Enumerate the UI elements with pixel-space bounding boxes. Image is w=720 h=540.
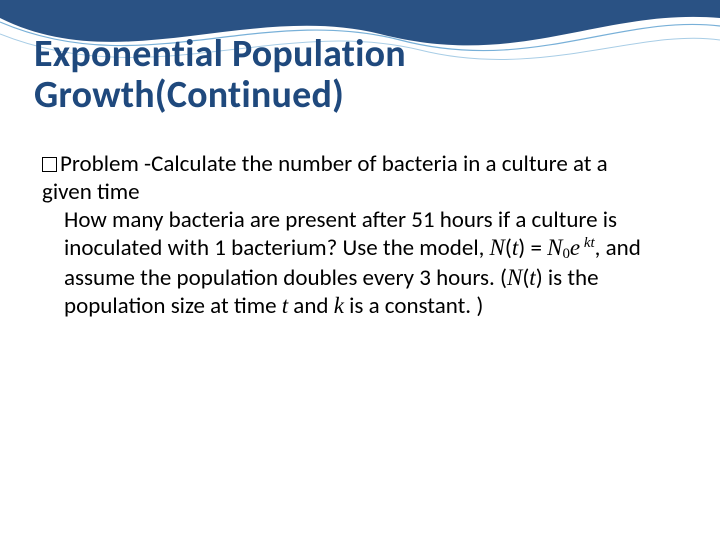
slide-title: Exponential Population Growth(Continued) xyxy=(34,34,674,116)
problem-label-prefix: Problem - xyxy=(60,150,151,178)
line4-k: k xyxy=(334,293,344,318)
slide-body: Problem -Calculate the number of bacteri… xyxy=(42,150,662,320)
bullet-square-icon xyxy=(42,157,57,172)
problem-statement: How many bacteria are present after 51 h… xyxy=(64,206,662,320)
formula-exp: kt xyxy=(580,235,595,251)
slide: Exponential Population Growth(Continued)… xyxy=(0,0,720,540)
title-line-2: Growth(Continued) xyxy=(34,72,344,118)
formula-N: N xyxy=(490,235,505,260)
formula-N0-N: N xyxy=(547,235,562,260)
line4-and: and xyxy=(288,292,334,320)
formula-N0-sub: 0 xyxy=(562,246,569,262)
formula-open: ( xyxy=(505,234,512,262)
formula-e: e xyxy=(570,235,580,260)
line4-rest: is a constant. ) xyxy=(344,292,483,320)
title-line-1: Exponential Population xyxy=(34,31,406,77)
line4-N: N xyxy=(507,265,522,290)
formula-close-eq: ) = xyxy=(518,234,547,262)
